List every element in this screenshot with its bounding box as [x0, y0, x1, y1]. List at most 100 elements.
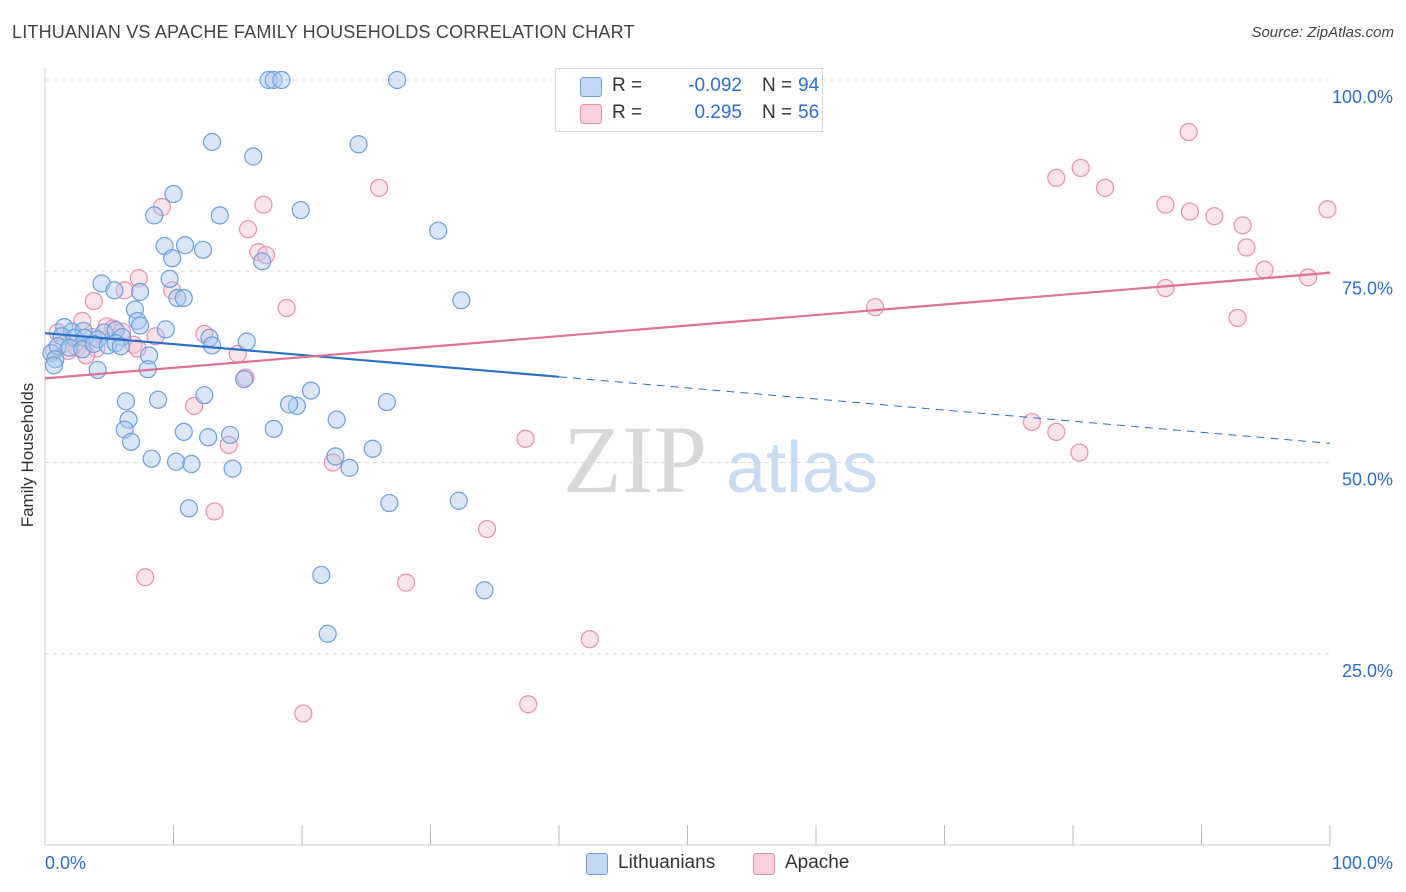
apache-trendline	[44, 271, 1331, 380]
n-label: N =	[762, 102, 793, 123]
apache-point	[866, 298, 885, 317]
lithuanian-point	[253, 252, 272, 271]
apache-point	[1180, 202, 1200, 221]
lithuanian-point	[199, 428, 218, 447]
apache-point	[1205, 207, 1224, 226]
lithuanian-point	[377, 392, 396, 412]
r-label: R =	[612, 75, 643, 96]
lithuanian-point	[121, 432, 141, 451]
lithuanian-point	[237, 332, 256, 351]
lithuanian-point	[318, 624, 337, 643]
apache-point	[1071, 158, 1090, 178]
apache-point	[1047, 168, 1066, 188]
lithuanian-point	[280, 395, 299, 414]
blue-square-icon	[586, 853, 608, 875]
r-value: 0.295	[694, 102, 742, 123]
lithuanian-point	[130, 316, 150, 335]
lithuanian-point	[174, 288, 193, 308]
lithuanian-point	[156, 320, 175, 339]
n-label: N =	[762, 75, 793, 96]
apache-point	[1233, 216, 1252, 235]
lithuanian-trendline	[558, 376, 1331, 444]
apache-point	[205, 502, 224, 521]
lithuanian-point	[142, 449, 161, 468]
lithuanian-point	[202, 336, 222, 355]
lithuanian-point	[327, 410, 346, 429]
apache-point	[277, 298, 296, 318]
r-label: R =	[612, 102, 643, 123]
y-tick-label: 50.0%	[1342, 470, 1393, 490]
apache-point	[1156, 195, 1175, 214]
lithuanian-point	[291, 200, 310, 220]
apache-point	[129, 269, 148, 288]
apache-point	[1047, 422, 1066, 441]
blue-square-icon	[580, 77, 602, 97]
apache-point	[1179, 122, 1198, 142]
lithuanian-point	[125, 300, 145, 319]
lithuanian-point	[452, 291, 471, 310]
lithuanian-point	[174, 422, 193, 441]
x-tick-label: 100.0%	[1332, 853, 1393, 873]
legend-label: Lithuanians	[618, 852, 716, 873]
lithuanian-point	[475, 581, 494, 600]
lithuanian-point	[340, 458, 359, 477]
apache-point	[580, 630, 599, 649]
lithuanian-point	[168, 288, 187, 308]
lithuanian-point	[349, 135, 368, 154]
watermark-atlas: atlas	[726, 428, 878, 508]
lithuanian-point	[210, 206, 229, 225]
apache-point	[1022, 412, 1041, 432]
lithuanian-point	[160, 269, 179, 288]
apache-point	[294, 704, 313, 723]
n-value: 56	[798, 102, 820, 123]
apache-point	[519, 695, 538, 714]
apache-point	[136, 568, 155, 587]
pink-square-icon	[753, 853, 775, 875]
lithuanian-point	[220, 425, 240, 445]
apache-point	[1318, 200, 1337, 219]
watermark-zip: ZIP	[563, 406, 707, 513]
apache-point	[516, 429, 535, 448]
apache-point	[1156, 278, 1175, 298]
lithuanian-point	[175, 236, 195, 255]
apache-point	[477, 519, 497, 539]
lithuanian-point	[182, 454, 201, 474]
lithuanian-point	[272, 70, 291, 90]
lithuanian-point	[179, 499, 199, 518]
apache-point	[370, 178, 389, 197]
lithuanian-point	[195, 386, 214, 405]
apache-point	[1255, 260, 1274, 279]
lithuanian-point	[301, 381, 321, 400]
apache-point	[84, 291, 103, 311]
lithuanian-point	[116, 392, 136, 411]
apache-point	[1228, 308, 1247, 328]
lithuanian-point	[164, 184, 183, 204]
y-tick-label: 75.0%	[1342, 278, 1393, 298]
lithuanian-point	[244, 147, 263, 166]
lithuanian-point	[166, 452, 186, 471]
apache-point	[238, 220, 258, 239]
lithuanian-point	[202, 132, 222, 152]
lithuanian-point	[363, 439, 382, 458]
lithuanian-point	[139, 346, 159, 365]
lithuanian-point	[46, 350, 65, 369]
apache-point	[1299, 268, 1318, 287]
n-value: 94	[798, 75, 820, 96]
lithuanian-point	[326, 447, 345, 466]
lithuanian-point	[119, 410, 138, 429]
lithuanian-point	[145, 206, 164, 225]
apache-point	[396, 573, 416, 592]
lithuanian-point	[387, 70, 407, 90]
lithuanian-trendline	[44, 332, 560, 378]
lithuanian-point	[449, 491, 468, 510]
lithuanian-point	[380, 493, 399, 513]
lithuanian-point	[111, 337, 130, 356]
lithuanian-point	[264, 70, 283, 90]
lithuanian-point	[264, 419, 283, 438]
apache-point	[254, 195, 273, 214]
lithuanian-point	[73, 340, 92, 359]
apache-point	[115, 281, 134, 300]
lithuanian-point	[235, 370, 254, 389]
lithuanian-point	[130, 282, 150, 302]
